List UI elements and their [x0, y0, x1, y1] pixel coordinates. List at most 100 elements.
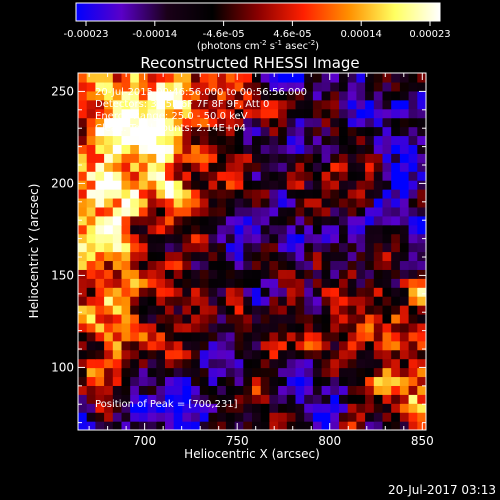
- heatmap-cell: [373, 349, 384, 360]
- heatmap-cell: [269, 224, 279, 235]
- heatmap-cell: [365, 349, 375, 360]
- heatmap-cell: [278, 394, 288, 404]
- heatmap-cell: [130, 287, 140, 297]
- heatmap-cell: [312, 144, 323, 154]
- heatmap-cell: [225, 135, 236, 146]
- heatmap-cell: [208, 117, 218, 128]
- heatmap-cell: [112, 189, 123, 199]
- heatmap-cell: [208, 260, 218, 270]
- heatmap-cell: [112, 278, 123, 288]
- heatmap-cell: [156, 421, 166, 430]
- heatmap-cell: [199, 367, 210, 378]
- heatmap-cell: [86, 242, 96, 253]
- heatmap-cell: [138, 394, 149, 404]
- heatmap-cell: [95, 99, 105, 110]
- heatmap-cell: [95, 313, 105, 324]
- heatmap-cell: [199, 403, 210, 413]
- heatmap-cell: [156, 313, 166, 324]
- heatmap-cell: [165, 153, 175, 163]
- heatmap-cell: [408, 287, 418, 297]
- heatmap-cell: [199, 73, 210, 83]
- heatmap-cell: [269, 412, 279, 422]
- heatmap-cell: [356, 340, 366, 351]
- heatmap-cell: [330, 331, 340, 342]
- heatmap-cell: [252, 197, 262, 208]
- heatmap-cell: [339, 287, 349, 297]
- heatmap-cell: [321, 224, 331, 235]
- heatmap-cell: [182, 144, 192, 154]
- heatmap-cell: [417, 90, 426, 101]
- heatmap-cell: [339, 171, 349, 181]
- heatmap-cell: [78, 385, 88, 395]
- heatmap-cell: [373, 215, 384, 226]
- heatmap-cell: [165, 412, 175, 422]
- heatmap-cell: [260, 162, 270, 172]
- heatmap-cell: [252, 260, 262, 270]
- heatmap-cell: [173, 180, 183, 190]
- heatmap-cell: [130, 224, 140, 235]
- heatmap-cell: [391, 197, 401, 208]
- heatmap-cell: [147, 108, 157, 119]
- heatmap-cell: [365, 197, 375, 208]
- heatmap-cell: [286, 206, 297, 217]
- heatmap-cell: [408, 242, 418, 253]
- heatmap-cell: [130, 278, 140, 288]
- heatmap-cell: [304, 358, 314, 369]
- heatmap-cell: [356, 117, 366, 128]
- heatmap-cell: [104, 135, 114, 146]
- heatmap-cell: [321, 340, 331, 351]
- heatmap-cell: [269, 340, 279, 351]
- heatmap-cell: [252, 251, 262, 262]
- heatmap-cell: [295, 73, 305, 83]
- heatmap-cell: [321, 144, 331, 154]
- heatmap-cell: [312, 215, 323, 226]
- heatmap-cell: [95, 197, 105, 208]
- heatmap-cell: [243, 171, 253, 181]
- heatmap-cell: [312, 81, 323, 92]
- heatmap-cell: [225, 206, 236, 217]
- heatmap-cell: [225, 340, 236, 351]
- heatmap-cell: [321, 233, 331, 244]
- heatmap-cell: [417, 215, 426, 226]
- heatmap-cell: [356, 171, 366, 181]
- heatmap-cell: [182, 197, 192, 208]
- heatmap-cell: [312, 313, 323, 324]
- heatmap-cell: [138, 206, 149, 217]
- heatmap-cell: [156, 331, 166, 342]
- heatmap-cell: [278, 126, 288, 137]
- heatmap-cell: [191, 242, 201, 253]
- heatmap-cell: [95, 126, 105, 137]
- heatmap-cell: [286, 171, 297, 181]
- heatmap-cell: [234, 108, 244, 119]
- heatmap-cell: [138, 90, 149, 101]
- heatmap-cell: [86, 358, 96, 369]
- heatmap-cell: [121, 135, 131, 146]
- heatmap-cell: [339, 81, 349, 92]
- heatmap-cell: [191, 162, 201, 172]
- heatmap-cell: [417, 367, 426, 378]
- heatmap-cell: [330, 376, 340, 386]
- heatmap-cell: [138, 385, 149, 395]
- heatmap-cell: [112, 385, 123, 395]
- heatmap-cell: [156, 242, 166, 253]
- heatmap-cell: [112, 206, 123, 217]
- heatmap-cell: [269, 108, 279, 119]
- colorbar-tick-label: -4.6e-05: [203, 29, 245, 40]
- heatmap-cell: [408, 171, 418, 181]
- heatmap-cell: [217, 313, 227, 324]
- heatmap-cell: [356, 260, 366, 270]
- heatmap-cell: [286, 90, 297, 101]
- heatmap-cell: [391, 162, 401, 172]
- plot-timestamp: 20-Jul-2017 03:13: [388, 483, 496, 497]
- heatmap-cell: [304, 269, 314, 279]
- heatmap-cell: [365, 73, 375, 83]
- heatmap-cell: [173, 215, 183, 226]
- heatmap-cell: [130, 313, 140, 324]
- heatmap-cell: [147, 126, 157, 137]
- heatmap-cell: [330, 403, 340, 413]
- heatmap-cell: [382, 412, 392, 422]
- heatmap-cell: [391, 376, 401, 386]
- heatmap-cell: [252, 296, 262, 306]
- heatmap-cell: [417, 206, 426, 217]
- heatmap-cell: [234, 296, 244, 306]
